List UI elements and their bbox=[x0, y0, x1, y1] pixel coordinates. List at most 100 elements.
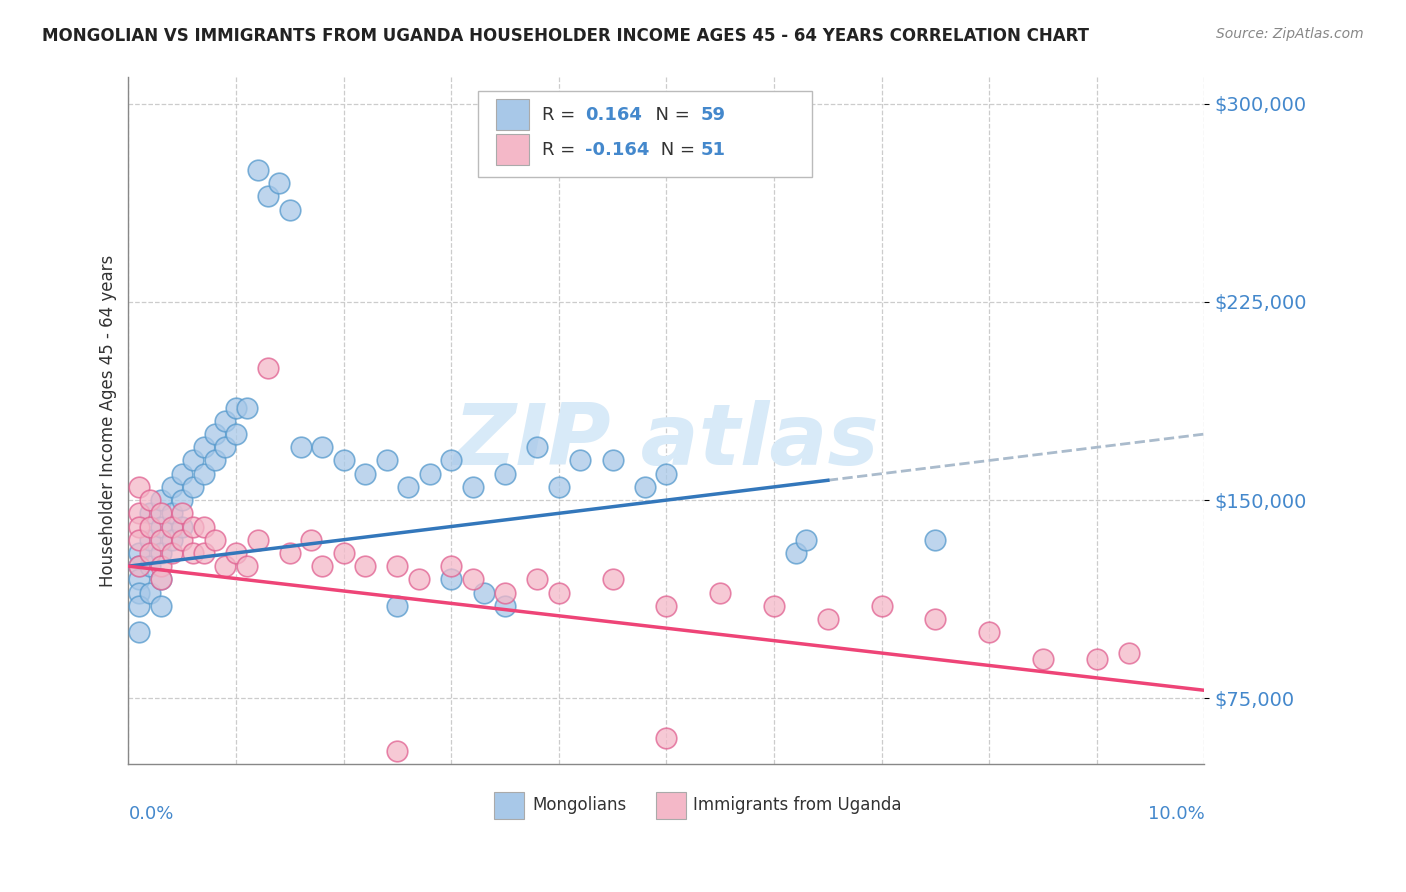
Point bbox=[375, 453, 398, 467]
Point bbox=[602, 453, 624, 467]
Point bbox=[225, 401, 247, 415]
Point bbox=[494, 467, 516, 481]
Point bbox=[311, 440, 333, 454]
Point bbox=[149, 533, 172, 547]
Point bbox=[128, 546, 150, 560]
Point bbox=[128, 625, 150, 640]
Point bbox=[225, 546, 247, 560]
Text: Immigrants from Uganda: Immigrants from Uganda bbox=[693, 797, 901, 814]
Point bbox=[172, 467, 194, 481]
Point bbox=[817, 612, 839, 626]
Point bbox=[214, 440, 236, 454]
Point bbox=[225, 427, 247, 442]
Point bbox=[354, 559, 377, 574]
Point bbox=[128, 572, 150, 586]
Text: -0.164: -0.164 bbox=[585, 141, 650, 159]
FancyBboxPatch shape bbox=[496, 99, 529, 130]
Point bbox=[139, 546, 162, 560]
FancyBboxPatch shape bbox=[495, 792, 524, 819]
Point bbox=[128, 559, 150, 574]
Point bbox=[461, 480, 484, 494]
Point bbox=[160, 546, 183, 560]
Point bbox=[193, 546, 215, 560]
Point bbox=[569, 453, 592, 467]
Point bbox=[149, 506, 172, 520]
Point bbox=[763, 599, 786, 613]
Point bbox=[181, 546, 204, 560]
Text: ZIP atlas: ZIP atlas bbox=[454, 400, 879, 483]
Point bbox=[181, 519, 204, 533]
Point bbox=[128, 585, 150, 599]
Point bbox=[332, 546, 354, 560]
Text: MONGOLIAN VS IMMIGRANTS FROM UGANDA HOUSEHOLDER INCOME AGES 45 - 64 YEARS CORREL: MONGOLIAN VS IMMIGRANTS FROM UGANDA HOUS… bbox=[42, 27, 1090, 45]
Point bbox=[494, 599, 516, 613]
Point bbox=[149, 559, 172, 574]
Point bbox=[149, 599, 172, 613]
Point bbox=[1118, 646, 1140, 660]
Text: 10.0%: 10.0% bbox=[1147, 805, 1205, 823]
Point bbox=[172, 506, 194, 520]
Point bbox=[634, 480, 657, 494]
Point bbox=[172, 493, 194, 508]
Point bbox=[419, 467, 441, 481]
Point bbox=[311, 559, 333, 574]
Text: 0.164: 0.164 bbox=[585, 106, 641, 124]
Point bbox=[387, 599, 409, 613]
Point bbox=[461, 572, 484, 586]
Point bbox=[193, 467, 215, 481]
Text: Mongolians: Mongolians bbox=[531, 797, 626, 814]
Point bbox=[160, 533, 183, 547]
Point bbox=[139, 493, 162, 508]
Y-axis label: Householder Income Ages 45 - 64 years: Householder Income Ages 45 - 64 years bbox=[100, 255, 117, 587]
Point bbox=[924, 612, 946, 626]
Point bbox=[924, 533, 946, 547]
Point bbox=[655, 467, 678, 481]
Point bbox=[128, 506, 150, 520]
Point bbox=[128, 533, 150, 547]
Point bbox=[1032, 651, 1054, 665]
Point bbox=[139, 533, 162, 547]
Point bbox=[547, 480, 569, 494]
Point bbox=[387, 559, 409, 574]
Point bbox=[172, 519, 194, 533]
Point bbox=[396, 480, 419, 494]
Point bbox=[149, 572, 172, 586]
Point bbox=[494, 585, 516, 599]
Point bbox=[440, 559, 463, 574]
Point bbox=[193, 440, 215, 454]
Point bbox=[204, 427, 226, 442]
Point bbox=[160, 506, 183, 520]
Text: N =: N = bbox=[655, 141, 700, 159]
Point bbox=[870, 599, 893, 613]
Text: 51: 51 bbox=[700, 141, 725, 159]
Point bbox=[128, 519, 150, 533]
Point bbox=[214, 414, 236, 428]
Point bbox=[181, 480, 204, 494]
Text: 59: 59 bbox=[700, 106, 725, 124]
Text: R =: R = bbox=[541, 106, 581, 124]
Text: 0.0%: 0.0% bbox=[128, 805, 174, 823]
Point bbox=[290, 440, 312, 454]
Point bbox=[979, 625, 1001, 640]
Point bbox=[785, 546, 807, 560]
Point bbox=[794, 533, 817, 547]
Point bbox=[472, 585, 495, 599]
Point bbox=[139, 519, 162, 533]
Point bbox=[655, 731, 678, 745]
Point bbox=[387, 744, 409, 758]
FancyBboxPatch shape bbox=[478, 91, 811, 177]
Point bbox=[709, 585, 731, 599]
Text: Source: ZipAtlas.com: Source: ZipAtlas.com bbox=[1216, 27, 1364, 41]
Point bbox=[236, 401, 259, 415]
Point bbox=[128, 480, 150, 494]
Point bbox=[149, 546, 172, 560]
Point bbox=[149, 572, 172, 586]
Point bbox=[246, 162, 269, 177]
Point bbox=[655, 599, 678, 613]
Point bbox=[236, 559, 259, 574]
Point bbox=[128, 559, 150, 574]
Point bbox=[299, 533, 322, 547]
Point bbox=[193, 519, 215, 533]
Point bbox=[172, 533, 194, 547]
Point bbox=[128, 599, 150, 613]
